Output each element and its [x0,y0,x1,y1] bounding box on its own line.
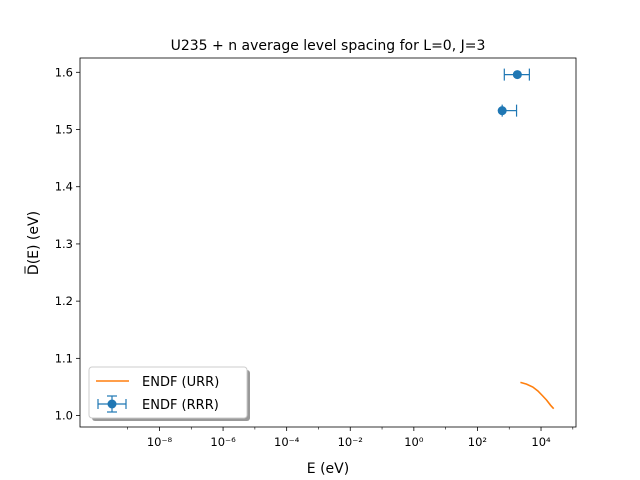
y-tick-label: 1.5 [55,123,73,137]
axes-frame [79,57,577,428]
y-axis-label: D̅(E) (eV) [24,211,42,275]
legend-box [88,366,248,419]
rrr-data-point [497,106,507,116]
y-tick-label: 1.6 [55,65,73,79]
legend-rrr-marker [107,399,117,409]
y-tick-label: 1.3 [55,237,73,251]
y-axis-ticks: 1.0 1.1 1.2 1.3 1.4 1.5 1.6 [55,65,80,423]
x-tick-label: 10⁻⁴ [274,435,300,449]
x-tick-label: 10⁴ [531,435,551,449]
y-tick-label: 1.2 [55,294,73,308]
y-tick-label: 1.4 [55,180,73,194]
x-tick-label: 10⁻⁶ [210,435,236,449]
x-axis-label: E (eV) [307,461,349,477]
x-tick-label: 10⁰ [404,435,424,449]
urr-series-line [520,381,555,410]
y-tick-label: 1.1 [55,351,73,365]
x-tick-label: 10⁻⁸ [147,435,173,449]
legend: ENDF (URR) ENDF (RRR) [88,366,250,421]
y-tick-label: 1.0 [55,409,73,423]
x-tick-label: 10⁻² [338,435,363,449]
legend-rrr-label: ENDF (RRR) [142,398,219,413]
plot-area [79,57,577,428]
rrr-data-point [512,70,522,80]
legend-urr-label: ENDF (URR) [142,375,219,390]
x-tick-label: 10² [468,435,487,449]
chart-title: U235 + n average level spacing for L=0, … [171,38,486,54]
x-axis-ticks: 10⁻⁸ 10⁻⁶ 10⁻⁴ 10⁻² 10⁰ 10² 10⁴ [127,427,574,449]
